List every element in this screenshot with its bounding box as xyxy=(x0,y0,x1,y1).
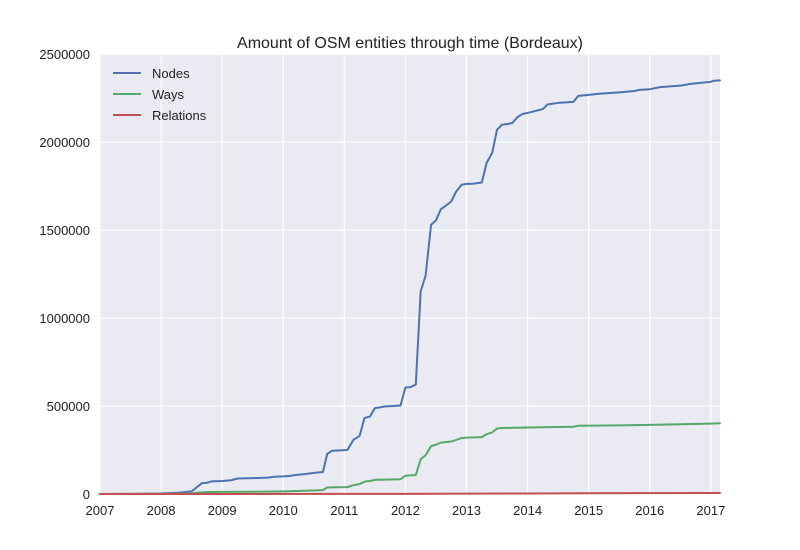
x-tick-label: 2014 xyxy=(513,503,542,518)
y-tick-label: 500000 xyxy=(47,399,90,414)
x-tick-label: 2009 xyxy=(208,503,237,518)
legend-label-ways: Ways xyxy=(152,87,185,102)
series-line-nodes xyxy=(99,79,721,495)
grid xyxy=(99,53,720,495)
x-tick-label: 2008 xyxy=(147,503,176,518)
y-tick-label: 2000000 xyxy=(39,135,90,150)
chart-title: Amount of OSM entities through time (Bor… xyxy=(237,35,583,52)
y-tick-label: 0 xyxy=(83,487,90,502)
plot-background xyxy=(100,54,720,494)
legend: Nodes Ways Relations xyxy=(113,66,207,123)
x-tick-label: 2013 xyxy=(452,503,481,518)
x-tick-label: 2015 xyxy=(574,503,603,518)
x-tick-label: 2011 xyxy=(330,503,358,518)
tick-labels: 2007 2008 2009 2010 2011 2012 2013 2014 2015 2016… xyxy=(39,47,725,518)
x-tick-label: 2007 xyxy=(86,503,115,518)
x-tick-label: 2010 xyxy=(269,503,298,518)
series-line-relations xyxy=(99,491,721,495)
y-tick-label: 2500000 xyxy=(39,47,90,62)
y-tick-label: 1000000 xyxy=(39,311,90,326)
legend-label-relations: Relations xyxy=(152,108,207,123)
x-tick-label: 2017 xyxy=(696,503,725,518)
legend-label-nodes: Nodes xyxy=(152,66,190,81)
x-tick-label: 2012 xyxy=(391,503,420,518)
y-tick-label: 1500000 xyxy=(39,223,90,238)
series-line-ways xyxy=(99,422,721,495)
x-tick-label: 2016 xyxy=(635,503,664,518)
series-lines xyxy=(99,79,721,495)
